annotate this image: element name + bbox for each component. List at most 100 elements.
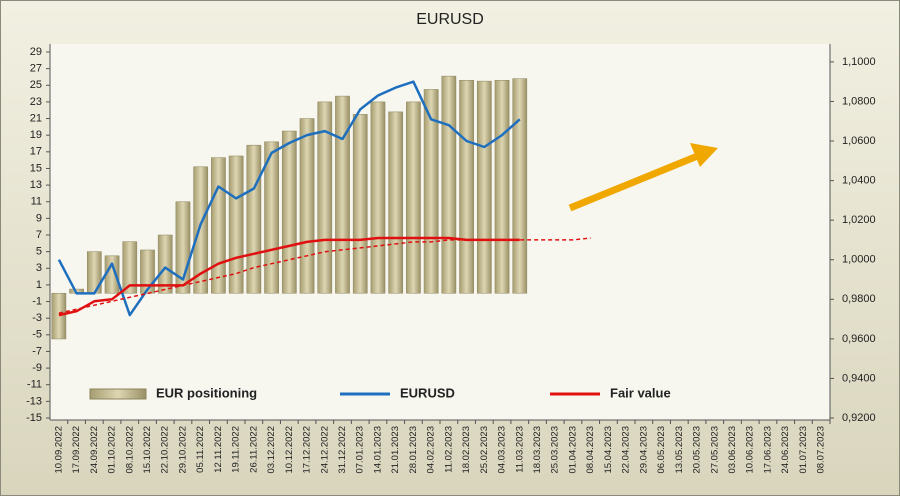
x-tick-label: 28.01.2023 xyxy=(408,426,419,474)
bar xyxy=(406,101,421,294)
y2-tick-label: 0,9200 xyxy=(842,412,876,424)
bar xyxy=(352,114,368,294)
x-tick-label: 17.09.2022 xyxy=(71,426,82,474)
y-tick-label: 3 xyxy=(36,262,42,274)
bar xyxy=(423,89,439,294)
plot-area xyxy=(50,44,830,420)
y-tick-label: -13 xyxy=(26,395,42,407)
y2-tick-label: 0,9400 xyxy=(842,372,876,384)
chart-title: EURUSD xyxy=(416,11,484,28)
bar xyxy=(157,234,173,294)
y-tick-label: 9 xyxy=(36,212,42,224)
bar xyxy=(459,80,474,294)
y-tick-label: 21 xyxy=(30,112,42,124)
bar xyxy=(140,249,155,294)
x-tick-label: 08.04.2023 xyxy=(585,426,596,474)
y2-tick-label: 1,1000 xyxy=(842,56,876,68)
legend-swatch xyxy=(89,388,147,400)
x-tick-label: 04.02.2023 xyxy=(426,426,437,474)
y-tick-label: -9 xyxy=(32,362,42,374)
bar xyxy=(122,241,138,294)
x-tick-label: 24.09.2022 xyxy=(89,426,100,474)
bar xyxy=(281,130,297,294)
y2-tick-label: 1,0800 xyxy=(842,95,876,107)
x-tick-label: 29.10.2022 xyxy=(177,426,188,474)
y-tick-label: 17 xyxy=(30,146,42,158)
y-tick-label: 5 xyxy=(36,246,42,258)
x-tick-label: 25.03.2023 xyxy=(550,426,561,474)
legend-label: EURUSD xyxy=(400,385,455,400)
bar xyxy=(512,78,528,294)
x-tick-label: 11.03.2023 xyxy=(514,426,525,473)
x-tick-label: 08.07.2023 xyxy=(816,426,827,474)
bar xyxy=(211,157,226,294)
y2-tick-label: 1,0200 xyxy=(842,214,876,226)
y-tick-label: 29 xyxy=(30,46,42,58)
bar xyxy=(476,80,492,294)
x-tick-label: 22.04.2023 xyxy=(621,426,632,474)
y-tick-label: 23 xyxy=(30,96,42,108)
bar xyxy=(441,75,457,294)
x-tick-label: 21.01.2023 xyxy=(390,426,401,474)
x-tick-label: 01.04.2023 xyxy=(567,426,578,474)
x-tick-label: 10.06.2023 xyxy=(745,426,756,474)
x-tick-label: 10.12.2022 xyxy=(284,426,295,474)
x-tick-label: 26.11.2022 xyxy=(248,426,259,473)
y-tick-label: -11 xyxy=(27,379,42,391)
x-tick-label: 08.10.2022 xyxy=(124,426,135,474)
legend-label: Fair value xyxy=(610,385,671,400)
y-tick-label: 1 xyxy=(36,279,42,291)
x-tick-label: 17.06.2023 xyxy=(762,426,773,474)
y-tick-label: -3 xyxy=(32,312,42,324)
x-tick-label: 24.12.2022 xyxy=(319,426,330,474)
y-tick-label: 27 xyxy=(30,63,42,75)
bar xyxy=(335,95,350,294)
x-tick-label: 31.12.2022 xyxy=(337,426,348,474)
x-tick-label: 01.10.2022 xyxy=(107,426,118,474)
legend-label: EUR positioning xyxy=(156,385,257,400)
y-tick-label: 13 xyxy=(30,179,42,191)
y2-tick-label: 1,0000 xyxy=(842,254,876,266)
line xyxy=(57,80,521,317)
bar xyxy=(370,101,386,294)
x-tick-label: 29.04.2023 xyxy=(638,426,649,474)
x-tick-label: 07.01.2023 xyxy=(355,426,366,474)
x-tick-label: 20.05.2023 xyxy=(692,426,703,474)
y2-tick-label: 1,0400 xyxy=(842,175,876,187)
x-tick-label: 18.03.2023 xyxy=(532,426,543,474)
x-tick-label: 10.09.2022 xyxy=(53,426,64,474)
x-tick-label: 01.07.2023 xyxy=(798,426,809,474)
line xyxy=(58,236,520,317)
y-tick-label: 15 xyxy=(30,162,42,174)
bar xyxy=(494,80,510,294)
y2-tick-label: 1,0600 xyxy=(842,135,876,147)
x-tick-label: 03.12.2022 xyxy=(266,426,277,474)
y-tick-label: 11 xyxy=(31,196,42,208)
y-tick-label: -5 xyxy=(32,329,42,341)
y2-tick-label: 0,9600 xyxy=(842,333,876,345)
x-tick-label: 03.06.2023 xyxy=(727,426,738,474)
x-tick-label: 24.06.2023 xyxy=(780,426,791,474)
y-tick-label: 19 xyxy=(30,129,42,141)
y-tick-label: -1 xyxy=(32,295,42,307)
y-tick-label: 7 xyxy=(36,229,42,241)
trend-line xyxy=(58,237,591,314)
trend-arrow xyxy=(568,143,718,212)
bar xyxy=(317,101,333,294)
x-tick-label: 25.02.2023 xyxy=(479,426,490,474)
x-tick-label: 13.05.2023 xyxy=(674,426,685,474)
y-tick-label: 25 xyxy=(30,79,42,91)
bar xyxy=(388,111,404,294)
bar xyxy=(264,141,279,294)
x-tick-label: 15.10.2022 xyxy=(142,426,153,474)
y-tick-label: -15 xyxy=(26,412,42,424)
y-tick-label: -7 xyxy=(32,345,42,357)
x-tick-label: 15.04.2023 xyxy=(603,426,614,474)
x-tick-label: 05.11.2022 xyxy=(195,426,206,473)
x-tick-label: 22.10.2022 xyxy=(160,426,171,474)
bar xyxy=(246,144,262,294)
x-tick-label: 19.11.2022 xyxy=(231,426,242,473)
x-tick-label: 04.03.2023 xyxy=(497,426,508,474)
x-tick-label: 18.02.2023 xyxy=(461,426,472,474)
x-tick-label: 11.02.2023 xyxy=(443,426,454,473)
